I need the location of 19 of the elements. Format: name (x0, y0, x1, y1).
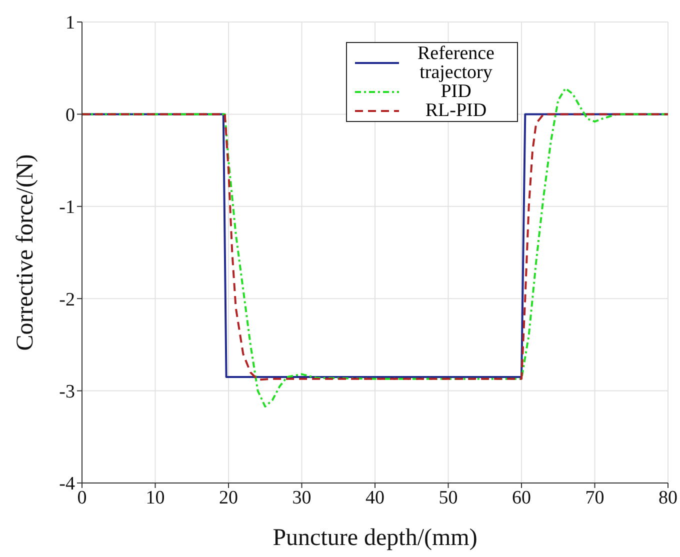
legend-label: RL-PID (424, 100, 488, 121)
x-axis-title: Puncture depth/(mm) (272, 525, 478, 551)
y-tick-label: 1 (66, 12, 75, 34)
x-tick-label: 60 (512, 487, 531, 508)
y-tick-label: 0 (66, 104, 75, 126)
x-tick-label: 10 (146, 487, 165, 508)
x-tick-label: 30 (292, 487, 312, 508)
x-tick-label: 40 (366, 487, 384, 508)
x-tick-label: 20 (219, 487, 238, 508)
x-tick-label: 70 (585, 487, 604, 508)
y-tick-label: -3 (59, 382, 75, 403)
legend-label: Reference trajectory (416, 43, 496, 83)
y-tick-label: -4 (59, 474, 76, 495)
x-tick-label: 50 (438, 487, 458, 508)
y-tick-label: -2 (59, 289, 75, 310)
y-tick-label: -1 (59, 197, 75, 218)
x-tick-label: 80 (658, 487, 678, 508)
legend-label: PID (440, 81, 472, 102)
y-axis-title: Corrective force/(N) (12, 154, 39, 351)
